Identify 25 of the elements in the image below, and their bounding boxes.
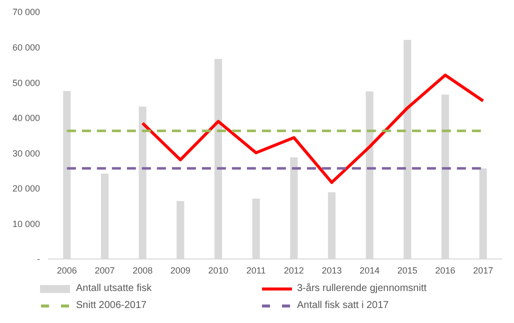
x-tick-label: 2017 <box>473 265 494 276</box>
x-tick-label: 2015 <box>397 265 418 276</box>
legend-label: Snitt 2006-2017 <box>76 300 147 311</box>
legend-label: Antall utsatte fisk <box>76 283 152 294</box>
y-tick-label: 50 000 <box>12 78 40 88</box>
x-tick-label: 2007 <box>94 265 115 276</box>
x-tick-label: 2006 <box>56 265 77 276</box>
y-tick-label: 10 000 <box>12 218 40 229</box>
x-tick-label: 2013 <box>322 265 342 276</box>
y-tick-label: 70 000 <box>12 7 40 18</box>
x-tick-label: 2008 <box>132 265 153 276</box>
legend-label: Antall fisk satt i 2017 <box>297 300 389 311</box>
line-series <box>141 74 485 184</box>
legend-label: 3-års rullerende gjennomsnitt <box>297 283 427 294</box>
x-tick-label: 2016 <box>435 265 456 276</box>
x-tick-label: 2009 <box>170 265 190 276</box>
y-tick-label: 60 000 <box>12 42 40 52</box>
x-tick-label: 2014 <box>360 265 380 276</box>
x-tick-label: 2010 <box>208 265 228 276</box>
y-tick-label: 40 000 <box>12 113 40 124</box>
y-tick-label: 30 000 <box>12 148 40 158</box>
y-tick-label: 20 000 <box>12 184 40 194</box>
x-tick-label: 2012 <box>284 265 304 276</box>
x-tick-label: 2011 <box>246 265 266 276</box>
y-tick-label: - <box>37 254 40 264</box>
